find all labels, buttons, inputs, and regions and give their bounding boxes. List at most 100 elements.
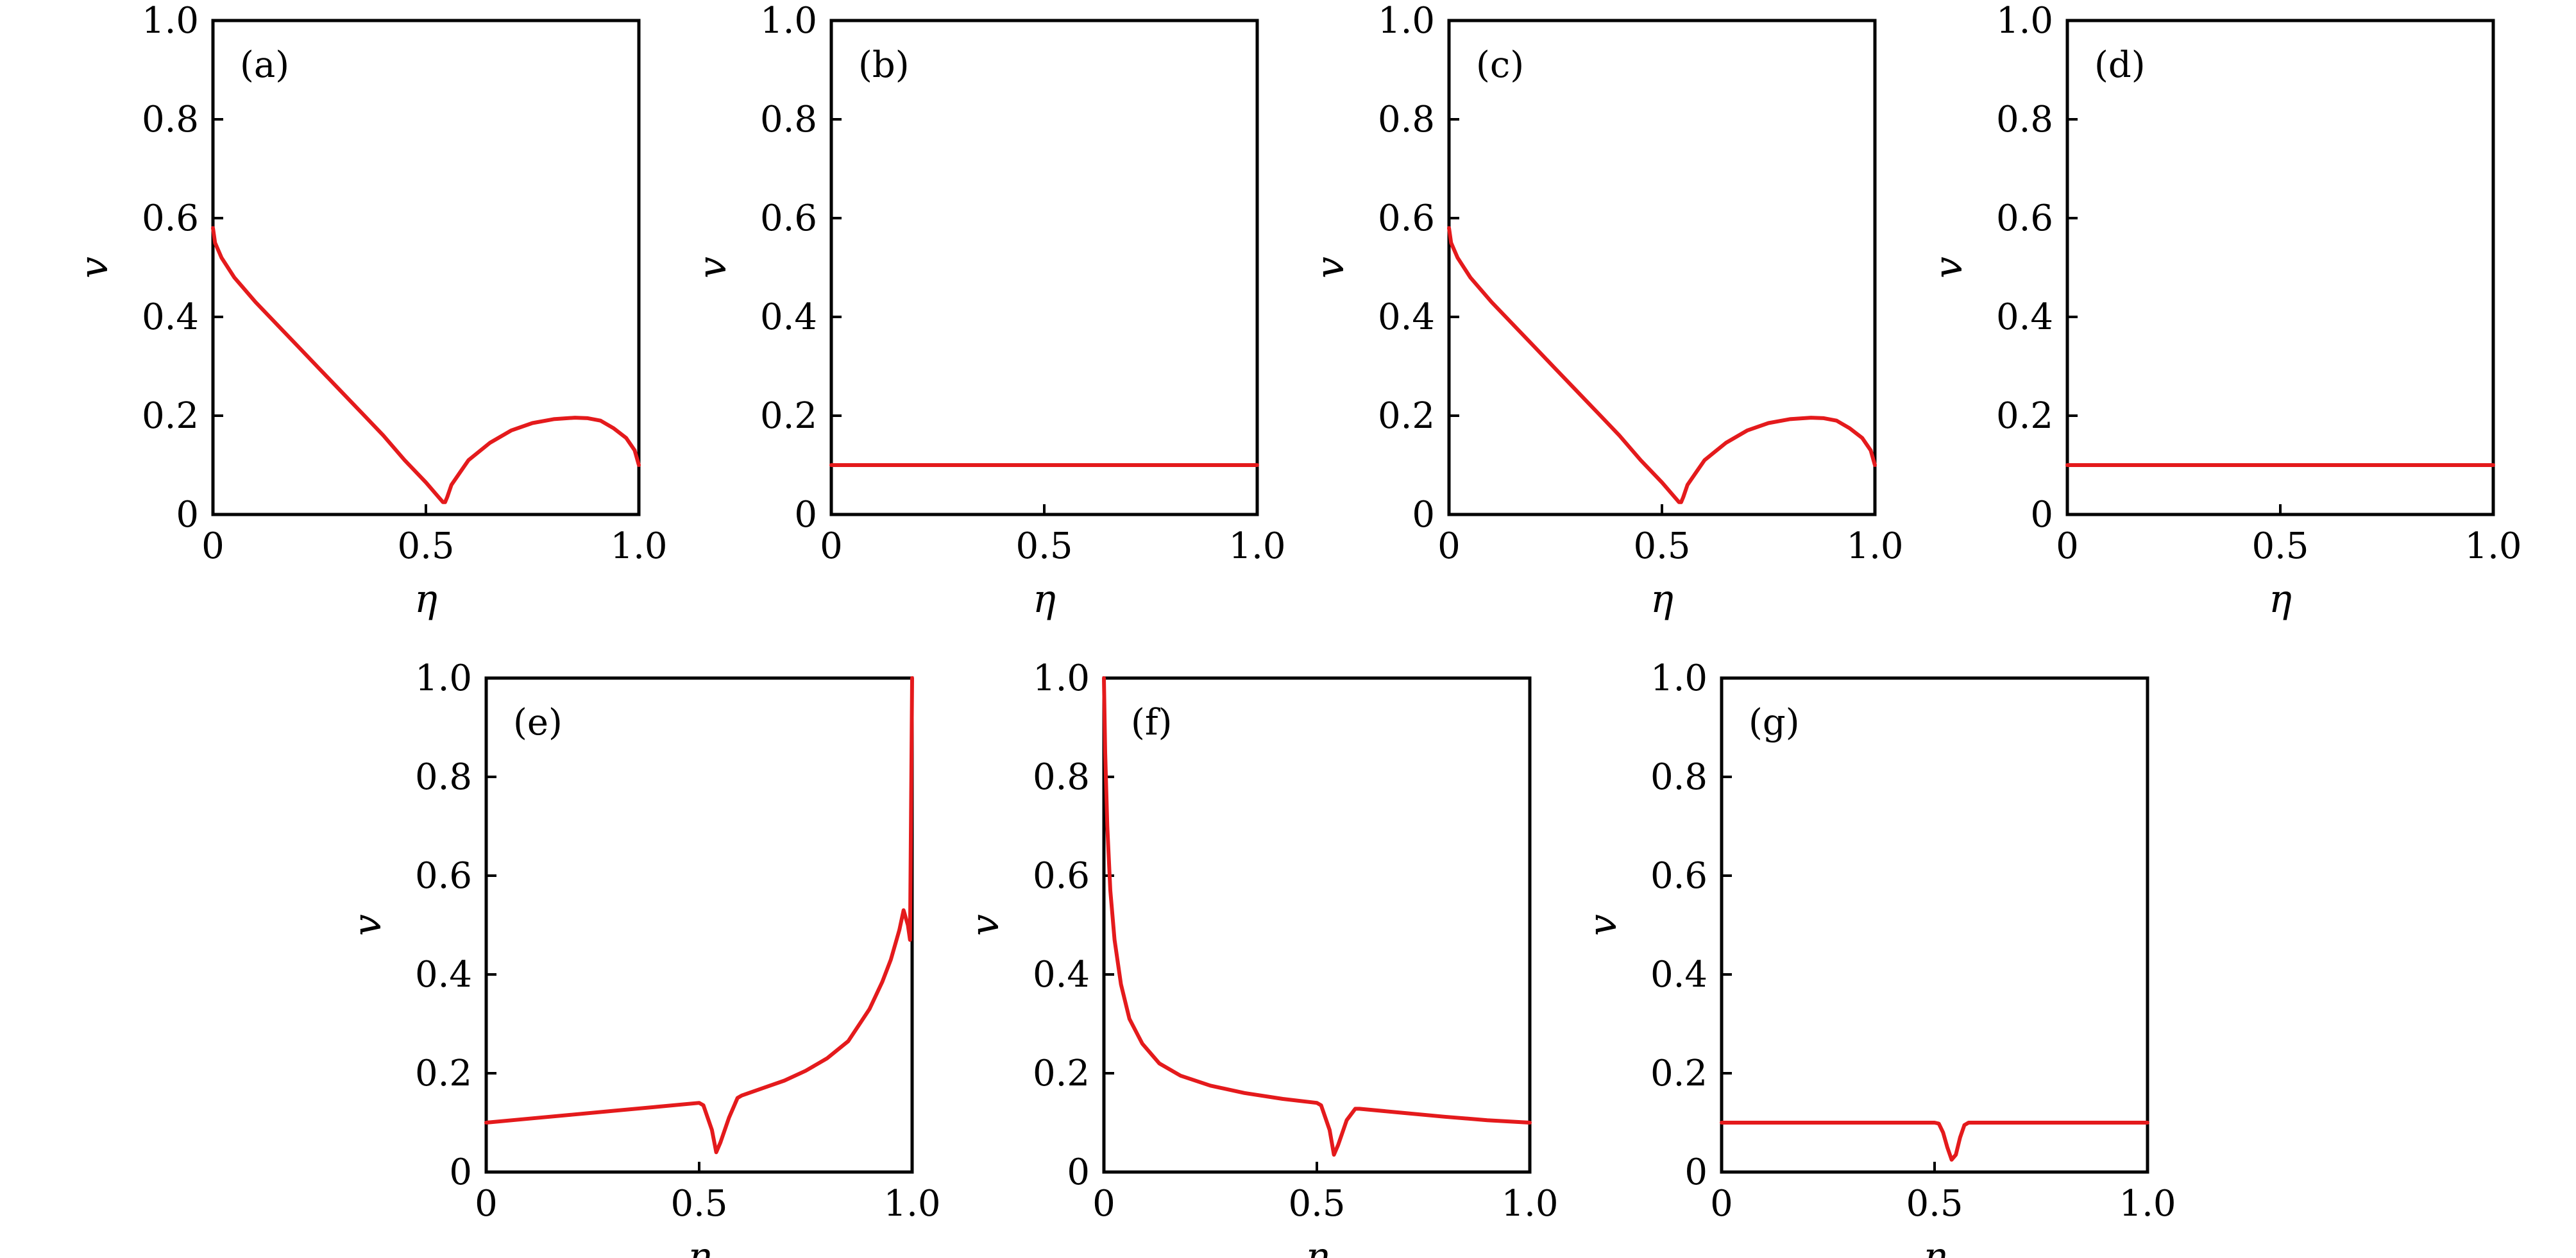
y-tick-label: 0.4	[1033, 954, 1090, 996]
y-axis-label: v	[1926, 257, 1971, 278]
panel-d: 0 0.2 0.4 0.6 0.8 1.0 0 0.5 1.0 η v (d)	[1926, 0, 2522, 622]
y-axis-label: v	[690, 257, 735, 278]
y-tick-label: 0.2	[760, 395, 817, 437]
y-tick-label: 0.8	[1378, 99, 1435, 140]
panel-label: (g)	[1749, 702, 1800, 744]
y-tick-label: 0.4	[1996, 296, 2053, 338]
panel-e: 0 0.2 0.4 0.6 0.8 1.0 0 0.5 1.0 η v (e)	[345, 658, 941, 1258]
series-line	[484, 676, 914, 1155]
x-tick-label: 0.5	[397, 525, 454, 567]
y-tick-label: 0.6	[1033, 855, 1090, 897]
x-tick-label: 0	[1710, 1183, 1733, 1225]
panel-label: (e)	[513, 702, 563, 744]
y-axis-label: v	[963, 914, 1008, 936]
x-tick-label: 1.0	[1228, 525, 1285, 567]
y-tick-label: 0.2	[1033, 1053, 1090, 1094]
y-tick-label: 0.8	[1996, 99, 2053, 140]
y-tick-label: 0.6	[142, 198, 199, 239]
y-tick-label: 0.4	[142, 296, 199, 338]
y-tick-label: 0	[176, 494, 199, 536]
y-tick-label: 0.8	[1033, 756, 1090, 798]
y-tick-label: 1.0	[142, 0, 199, 42]
series-line	[211, 226, 641, 504]
x-axis-label: η	[688, 1234, 711, 1258]
y-tick-label: 0.4	[1378, 296, 1435, 338]
y-tick-label: 0	[1684, 1152, 1707, 1193]
x-tick-label: 0.5	[1906, 1183, 1963, 1225]
panel-c: 0 0.2 0.4 0.6 0.8 1.0 0 0.5 1.0 η v (c)	[1308, 0, 1904, 622]
y-axis-label: v	[345, 914, 390, 936]
x-tick-label: 0	[475, 1183, 498, 1225]
y-tick-label: 0.4	[760, 296, 817, 338]
x-tick-label: 0	[201, 525, 225, 567]
x-tick-label: 1.0	[1501, 1183, 1558, 1225]
x-tick-label: 0.5	[2251, 525, 2309, 567]
series-line	[1447, 226, 1877, 504]
y-axis-label: v	[1580, 914, 1625, 936]
y-tick-label: 0.2	[1650, 1053, 1707, 1094]
y-tick-label: 0.2	[142, 395, 199, 437]
y-tick-label: 1.0	[760, 0, 817, 42]
x-tick-label: 1.0	[1846, 525, 1903, 567]
plot-frame	[2065, 19, 2495, 516]
panel-label: (d)	[2094, 44, 2146, 86]
y-tick-label: 0.8	[142, 99, 199, 140]
y-tick-label: 0.6	[415, 855, 472, 897]
series-line	[1102, 676, 1532, 1157]
y-tick-label: 0	[2030, 494, 2053, 536]
plot-frame	[1720, 676, 2149, 1174]
plot-frame	[1102, 676, 1532, 1174]
y-tick-label: 1.0	[1378, 0, 1435, 42]
y-tick-label: 0	[1412, 494, 1435, 536]
y-axis-label: v	[72, 257, 117, 278]
y-tick-label: 0.4	[415, 954, 472, 996]
panel-b: 0 0.2 0.4 0.6 0.8 1.0 0 0.5 1.0 η v (b)	[690, 0, 1286, 622]
y-tick-label: 0	[1067, 1152, 1090, 1193]
x-axis-label: η	[1923, 1234, 1946, 1258]
panel-f: 0 0.2 0.4 0.6 0.8 1.0 0 0.5 1.0 η v (f)	[963, 658, 1559, 1258]
y-tick-label: 0.2	[415, 1053, 472, 1094]
x-tick-label: 0.5	[670, 1183, 727, 1225]
y-tick-label: 0.6	[1996, 198, 2053, 239]
y-tick-label: 0.2	[1378, 395, 1435, 437]
plot-frame	[829, 19, 1259, 516]
y-tick-label: 1.0	[1033, 658, 1090, 699]
x-tick-label: 1.0	[610, 525, 667, 567]
x-tick-label: 0	[2056, 525, 2079, 567]
y-tick-label: 0.8	[760, 99, 817, 140]
y-axis-label: v	[1308, 257, 1353, 278]
y-tick-label: 0	[794, 494, 817, 536]
panel-label: (b)	[858, 44, 910, 86]
panel-g: 0 0.2 0.4 0.6 0.8 1.0 0 0.5 1.0 η v (g)	[1580, 658, 2176, 1258]
y-tick-label: 0	[449, 1152, 472, 1193]
x-tick-label: 0.5	[1015, 525, 1072, 567]
y-tick-label: 0.6	[760, 198, 817, 239]
x-tick-label: 0	[1092, 1183, 1115, 1225]
panel-label: (a)	[240, 44, 289, 86]
x-axis-label: η	[1305, 1234, 1328, 1258]
x-axis-label: η	[1033, 577, 1056, 622]
plot-frame	[211, 19, 641, 516]
x-tick-label: 0	[820, 525, 843, 567]
x-tick-label: 0	[1437, 525, 1461, 567]
x-axis-label: η	[414, 577, 437, 622]
x-tick-label: 0.5	[1633, 525, 1690, 567]
panel-a: 0 0.2 0.4 0.6 0.8 1.0 0 0.5 1.0 η v (a)	[72, 0, 668, 622]
y-tick-label: 0.4	[1650, 954, 1707, 996]
y-tick-label: 0.6	[1378, 198, 1435, 239]
y-tick-label: 0.8	[415, 756, 472, 798]
x-axis-label: η	[1650, 577, 1674, 622]
y-tick-label: 0.6	[1650, 855, 1707, 897]
y-tick-label: 1.0	[1650, 658, 1707, 699]
y-tick-label: 0.8	[1650, 756, 1707, 798]
y-tick-label: 0.2	[1996, 395, 2053, 437]
plot-frame	[484, 676, 914, 1174]
x-tick-label: 1.0	[883, 1183, 940, 1225]
y-tick-label: 1.0	[415, 658, 472, 699]
panel-label: (f)	[1131, 702, 1172, 744]
x-axis-label: η	[2269, 577, 2292, 622]
plot-frame	[1447, 19, 1877, 516]
panel-label: (c)	[1476, 44, 1524, 86]
x-tick-label: 1.0	[2464, 525, 2521, 567]
